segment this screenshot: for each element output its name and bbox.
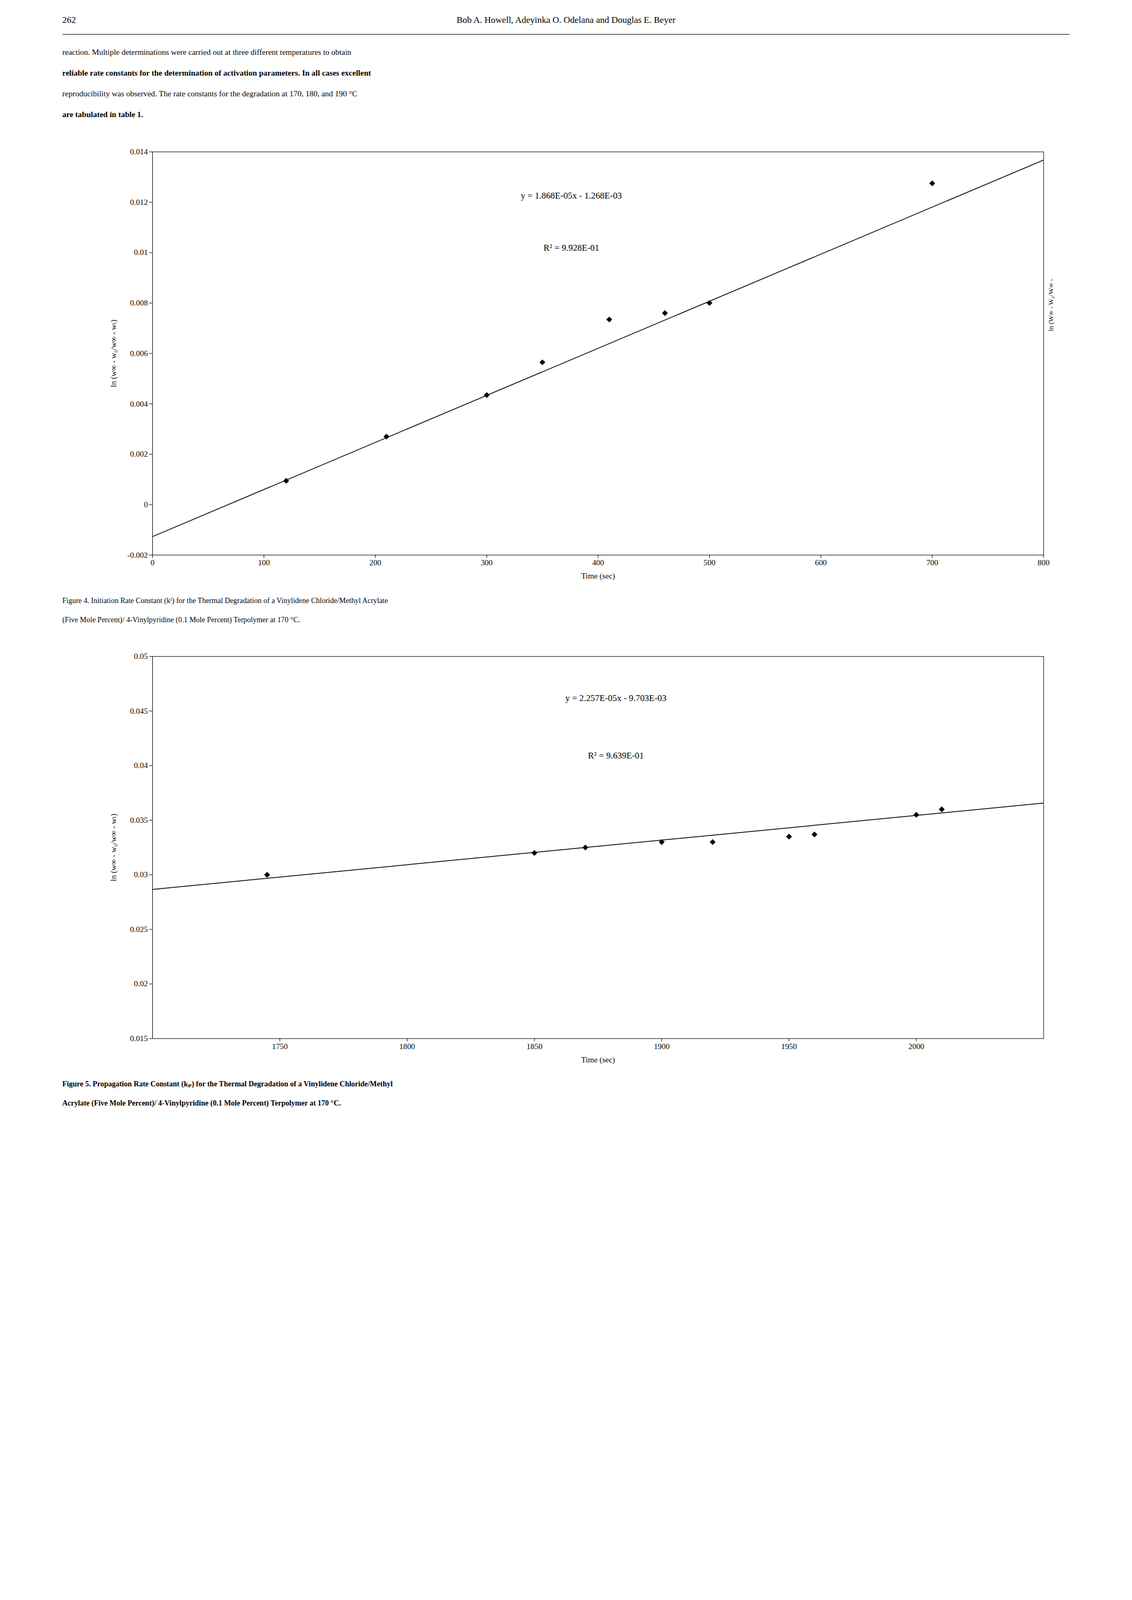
svg-text:1850: 1850 xyxy=(526,1042,543,1051)
svg-text:700: 700 xyxy=(926,558,939,568)
svg-text:Time (sec): Time (sec) xyxy=(581,571,615,581)
svg-text:R² = 9.928E-01: R² = 9.928E-01 xyxy=(543,242,600,253)
svg-text:ln (W∞ - W₀/W∞ -: ln (W∞ - W₀/W∞ - xyxy=(1047,279,1055,332)
html-text:Acrylate (Five Mole Percent)/: Acrylate (Five Mole Percent)/ 4-Vinylpyr… xyxy=(62,1099,341,1108)
svg-text:0.01: 0.01 xyxy=(134,248,149,257)
svg-text:0.02: 0.02 xyxy=(134,979,149,989)
svg-text:300: 300 xyxy=(480,558,493,568)
svg-text:100: 100 xyxy=(258,558,270,568)
svg-text:0: 0 xyxy=(143,500,148,510)
svg-text:0.035: 0.035 xyxy=(129,816,148,825)
svg-text:1800: 1800 xyxy=(399,1042,416,1051)
svg-text:y = 2.257E-05x - 9.703E-03: y = 2.257E-05x - 9.703E-03 xyxy=(565,693,667,704)
html-text:are tabulated in table 1.: are tabulated in table 1. xyxy=(62,110,144,119)
svg-text:2000: 2000 xyxy=(908,1042,925,1051)
svg-text:0.025: 0.025 xyxy=(129,925,148,934)
svg-text:0: 0 xyxy=(150,558,155,568)
svg-text:R² = 9.639E-01: R² = 9.639E-01 xyxy=(587,750,644,761)
svg-text:600: 600 xyxy=(814,558,827,568)
svg-text:0.05: 0.05 xyxy=(134,652,149,661)
svg-text:ln (w∞ - w₀/w∞ - wₜ): ln (w∞ - w₀/w∞ - wₜ) xyxy=(109,320,119,388)
svg-text:400: 400 xyxy=(592,558,604,568)
html-text:reproducibility was observed.: reproducibility was observed. The rate c… xyxy=(62,89,358,98)
html-text:Figure 4. Initiation Rate Cons: Figure 4. Initiation Rate Constant (kᴵ) … xyxy=(62,596,388,605)
svg-text:ln (w∞ - w₀/w∞ - wₜ): ln (w∞ - w₀/w∞ - wₜ) xyxy=(109,814,119,882)
svg-text:0.012: 0.012 xyxy=(129,198,148,207)
svg-text:0.014: 0.014 xyxy=(129,147,149,157)
svg-text:800: 800 xyxy=(1037,558,1050,568)
svg-text:0.008: 0.008 xyxy=(129,298,148,308)
html-text:Bob A. Howell, Adeyinka O. Ode: Bob A. Howell, Adeyinka O. Odelana and D… xyxy=(456,14,676,26)
html-text:Figure 5. Propagation Rate Con: Figure 5. Propagation Rate Constant (kₚ)… xyxy=(62,1080,393,1089)
svg-text:y = 1.868E-05x - 1.268E-03: y = 1.868E-05x - 1.268E-03 xyxy=(520,190,622,201)
html-text:reaction. Multiple determinati: reaction. Multiple determinations were c… xyxy=(62,47,352,57)
svg-text:200: 200 xyxy=(369,558,382,568)
svg-text:Time (sec): Time (sec) xyxy=(581,1055,615,1065)
svg-text:0.002: 0.002 xyxy=(129,449,148,459)
html-text:reliable rate constants for th: reliable rate constants for the determin… xyxy=(62,68,372,78)
svg-text:1750: 1750 xyxy=(272,1042,289,1051)
svg-text:0.03: 0.03 xyxy=(134,870,149,880)
svg-text:0.045: 0.045 xyxy=(129,706,148,716)
svg-text:0.004: 0.004 xyxy=(129,399,149,408)
svg-text:1900: 1900 xyxy=(653,1042,670,1051)
html-text:262: 262 xyxy=(62,14,76,26)
svg-text:0.04: 0.04 xyxy=(134,761,149,770)
svg-text:500: 500 xyxy=(703,558,716,568)
svg-text:1950: 1950 xyxy=(781,1042,798,1051)
svg-text:-0.002: -0.002 xyxy=(127,551,148,560)
html-text:(Five Mole Percent)/ 4-Vinylpy: (Five Mole Percent)/ 4-Vinylpyridine (0.… xyxy=(62,615,301,624)
svg-text:0.006: 0.006 xyxy=(129,349,148,358)
svg-text:0.015: 0.015 xyxy=(129,1034,148,1044)
